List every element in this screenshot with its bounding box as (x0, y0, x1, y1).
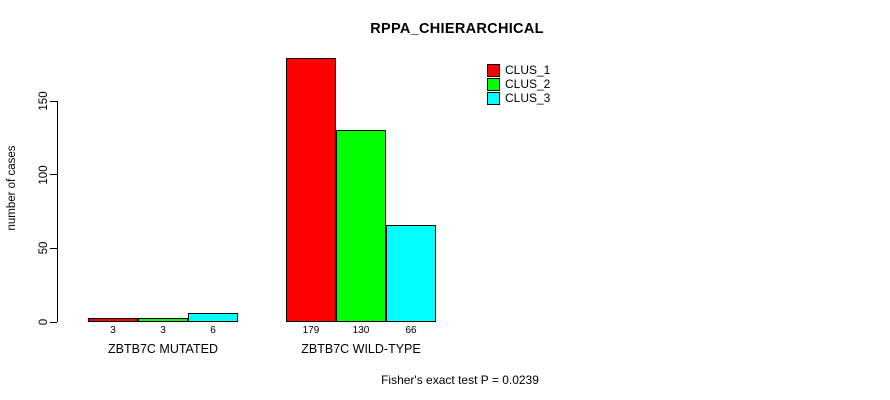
y-tick-mark (50, 174, 57, 176)
bar-value-label: 130 (352, 325, 370, 336)
legend-swatch-clus_3 (487, 92, 500, 105)
bar-value-label: 179 (302, 325, 320, 336)
bar-clus_3 (386, 225, 436, 322)
legend-label-clus_1: CLUS_1 (505, 63, 551, 77)
bar-value-label: 66 (405, 325, 417, 336)
bar-value-label: 3 (160, 325, 166, 336)
y-tick-label: 0 (38, 318, 50, 326)
y-tick-mark (50, 321, 57, 323)
bar-clus_1 (286, 58, 336, 322)
legend-label-clus_3: CLUS_3 (505, 91, 551, 105)
x-axis-category-label: ZBTB7C MUTATED (108, 342, 218, 356)
chart-title: RPPA_CHIERARCHICAL (370, 21, 544, 37)
bar-clus_1 (88, 318, 138, 322)
y-axis-label: number of cases (6, 145, 18, 231)
y-tick-mark (50, 247, 57, 249)
bar-clus_2 (336, 130, 386, 322)
legend-swatch-clus_2 (487, 78, 500, 91)
y-tick-mark (50, 100, 57, 102)
legend-label-clus_2: CLUS_2 (505, 77, 551, 91)
footer-stat-text: Fisher's exact test P = 0.0239 (381, 373, 539, 387)
x-axis-category-label: ZBTB7C WILD-TYPE (301, 342, 421, 356)
bar-clus_3 (188, 313, 238, 322)
bar-clus_2 (138, 318, 188, 322)
bar-value-label: 3 (110, 325, 116, 336)
legend-swatch-clus_1 (487, 64, 500, 77)
y-axis-line (57, 101, 58, 322)
y-tick-label: 150 (38, 91, 50, 111)
bar-value-label: 6 (210, 325, 216, 336)
y-tick-label: 100 (38, 165, 50, 185)
y-tick-label: 50 (38, 241, 50, 255)
